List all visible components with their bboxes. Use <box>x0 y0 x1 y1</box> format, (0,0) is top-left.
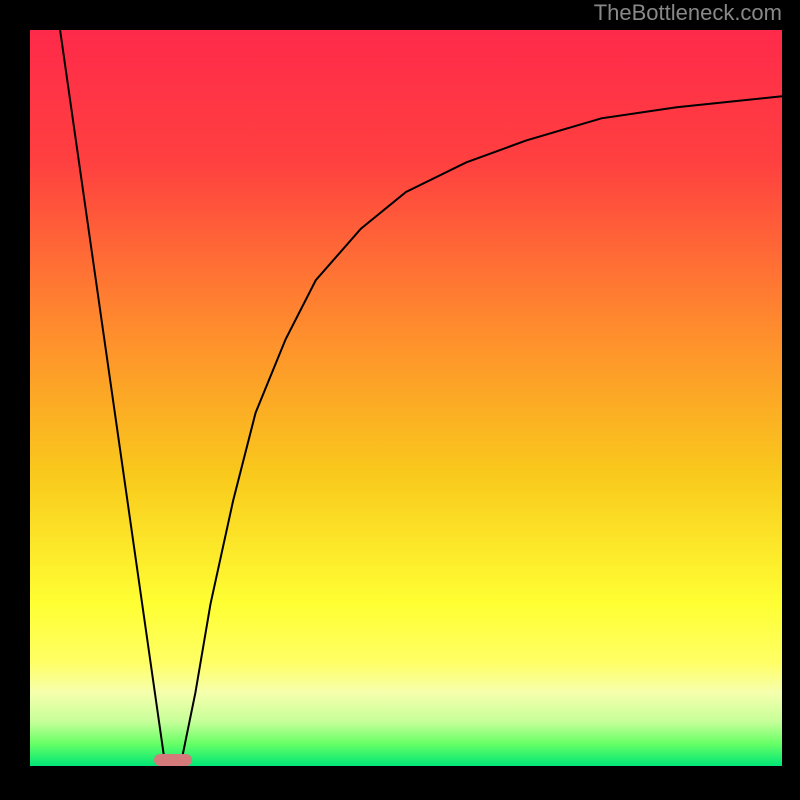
plot-area <box>30 30 782 766</box>
optimal-marker <box>154 754 192 766</box>
plot-svg <box>30 30 782 766</box>
plot-background <box>30 30 782 766</box>
watermark-text: TheBottleneck.com <box>594 0 782 26</box>
